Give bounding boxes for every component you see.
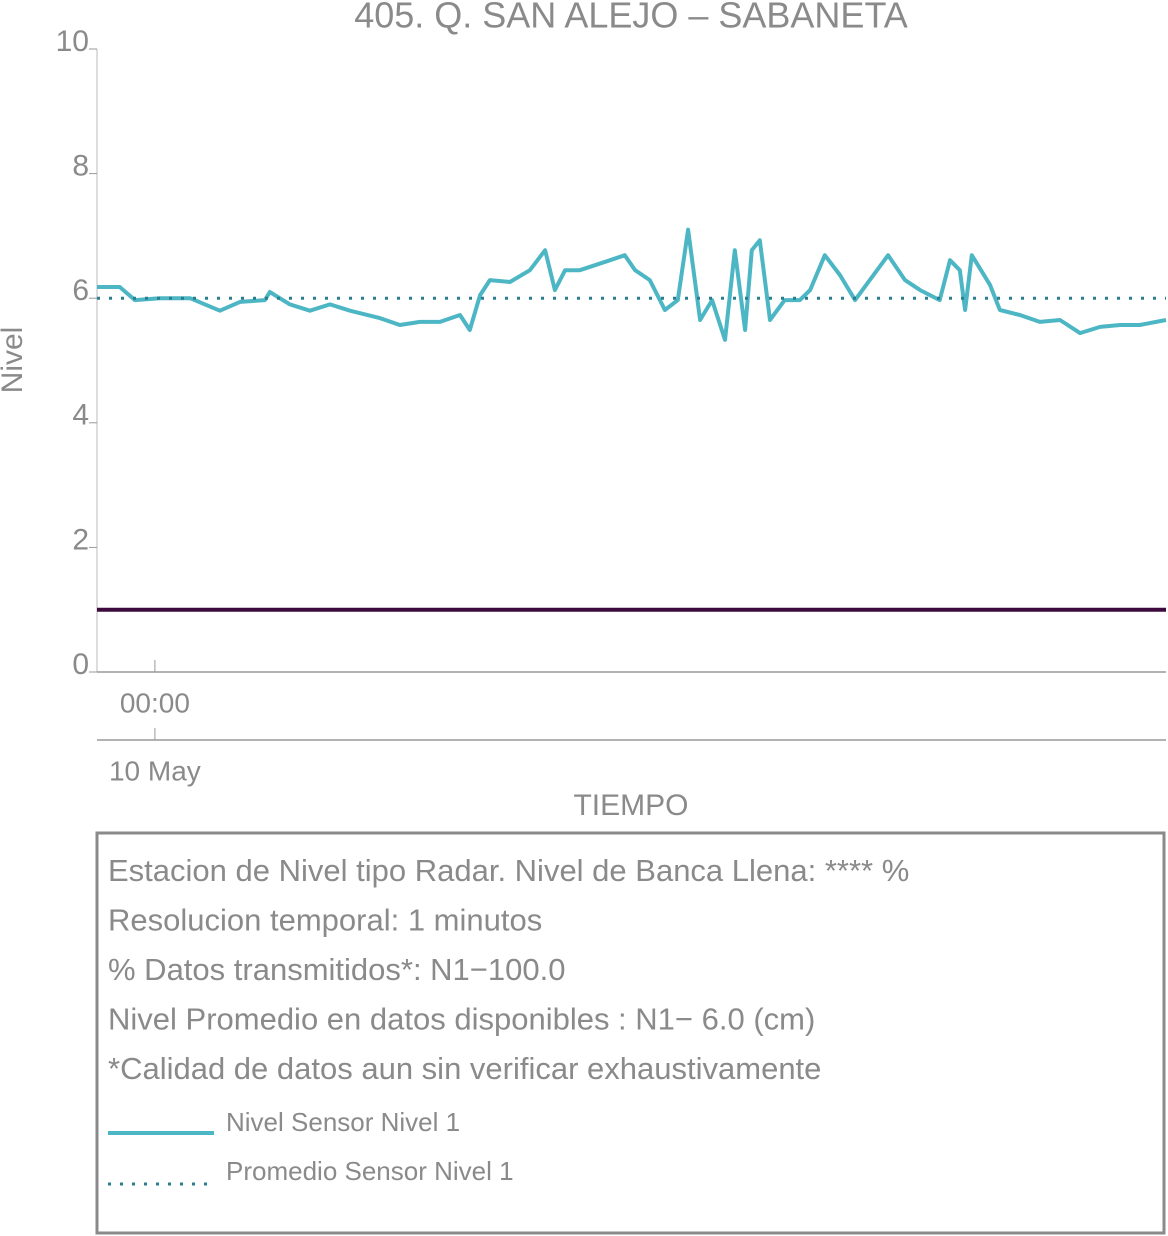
x-tick-label: 00:00 xyxy=(120,687,190,718)
info-box xyxy=(95,831,1166,1235)
note: Estacion de Nivel tipo Radar. Nivel de B… xyxy=(108,853,909,888)
note: % Datos transmitidos*: N1−100.0 xyxy=(108,952,565,987)
x-axis-label: TIEMPO xyxy=(573,789,688,822)
legend-entry: Nivel Sensor Nivel 1 xyxy=(226,1107,460,1137)
date-tick-label: 10 May xyxy=(109,755,201,786)
y-tick-label: 10 xyxy=(56,25,89,58)
note: Nivel Promedio en datos disponibles : N1… xyxy=(108,1002,815,1037)
data-line xyxy=(97,227,1167,342)
legend-entry: Promedio Sensor Nivel 1 xyxy=(226,1156,514,1186)
y-tick-label: 0 xyxy=(72,648,89,681)
y-axis-label: Nivel xyxy=(0,327,29,394)
chart-title: 405. Q. SAN ALEJO – SABANETA xyxy=(354,0,908,36)
y-tick-label: 4 xyxy=(72,399,89,432)
note: Resolucion temporal: 1 minutos xyxy=(108,903,542,938)
y-tick-label: 2 xyxy=(72,523,89,556)
y-tick-label: 8 xyxy=(72,150,89,183)
note: *Calidad de datos aun sin verificar exha… xyxy=(108,1051,821,1086)
y-tick-label: 6 xyxy=(72,274,89,307)
